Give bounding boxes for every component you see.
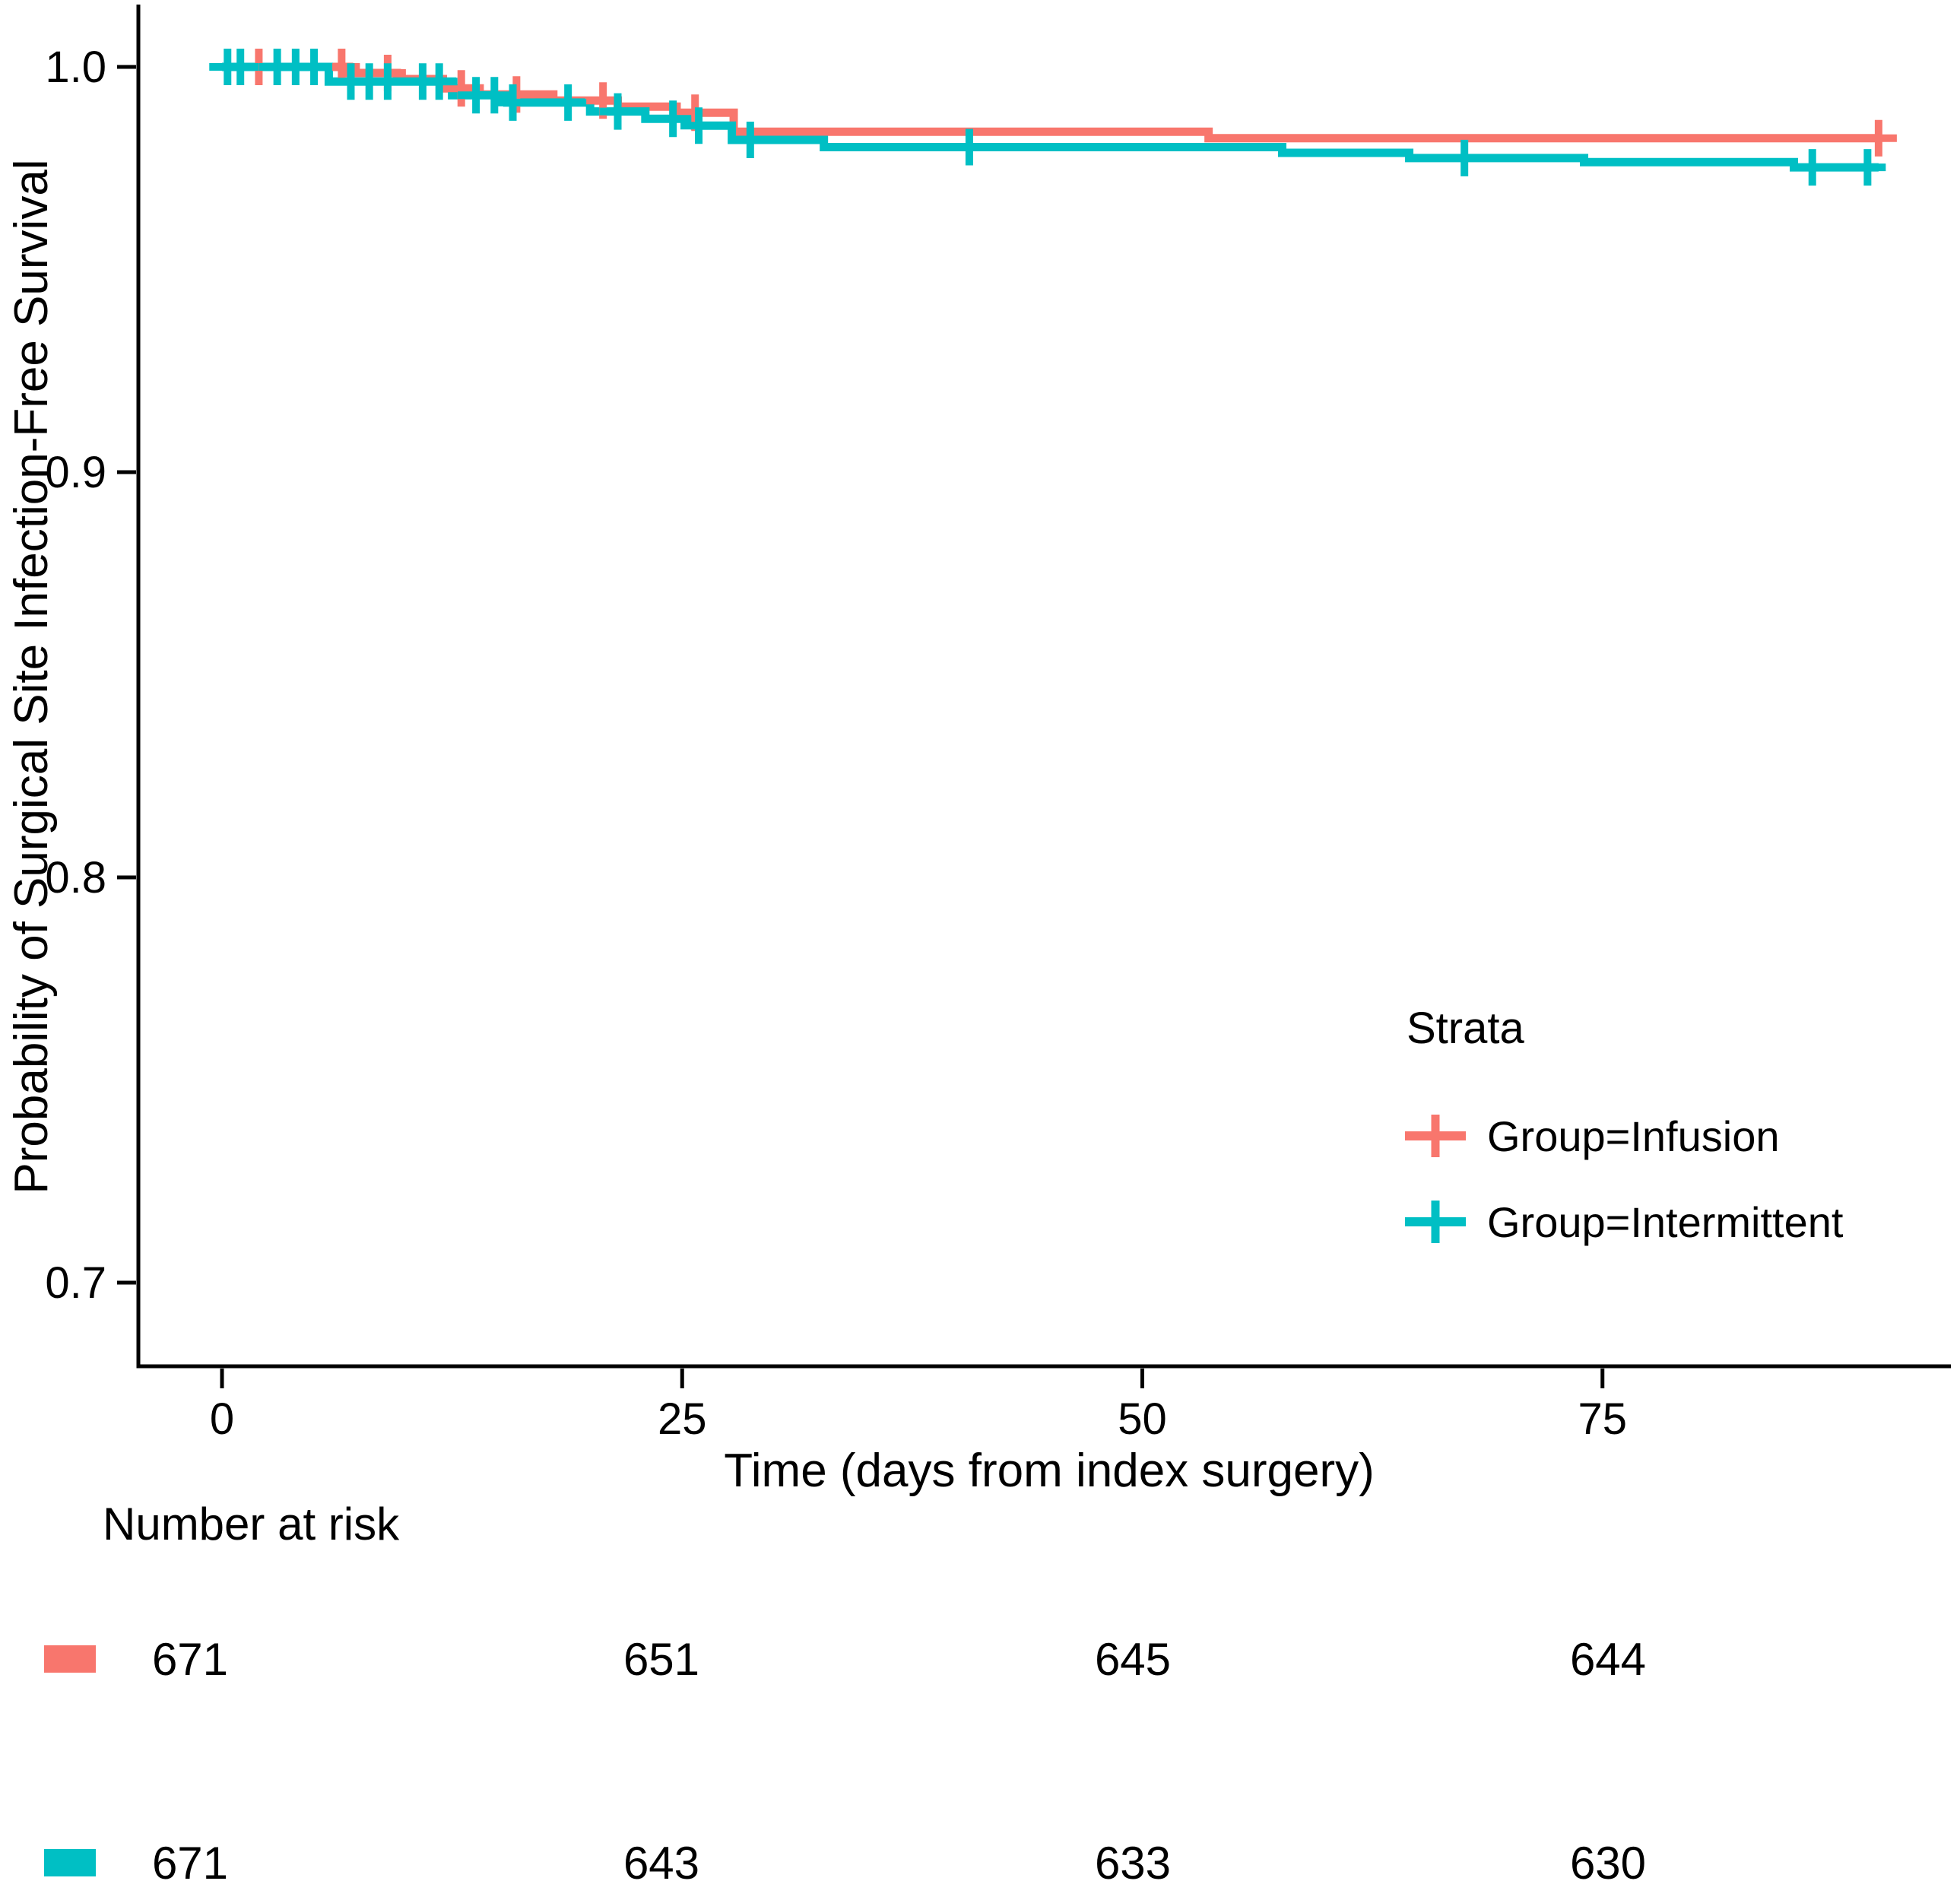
censor-mark-intermittent [296,49,333,85]
legend-title: Strata [1407,1004,1524,1053]
risk-row-infusion: 671 651 645 644 [44,1634,1646,1685]
risk-count: 643 [623,1838,699,1881]
risk-count: 633 [1095,1838,1171,1881]
x-tick-label: 0 [210,1394,234,1444]
risk-count: 644 [1570,1634,1646,1685]
y-tick-label: 0.8 [45,853,106,902]
risk-table-rows: 671 651 645 644 671 643 633 630 [44,1634,1646,1881]
censor-mark-intermittent [476,77,513,114]
risk-count: 671 [152,1838,228,1881]
censor-mark-intermittent [950,128,988,166]
y-tick-label: 1.0 [45,43,106,92]
censor-mark-intermittent [680,107,718,144]
censor-mark-intermittent [655,100,692,138]
censor-mark-intermittent [550,84,587,121]
risk-count: 645 [1095,1634,1171,1685]
legend-item-label: Group=Infusion [1487,1112,1779,1160]
censor-mark-intermittent [420,63,458,100]
censor-mark-intermittent [1446,139,1483,176]
censor-mark-intermittent [1793,149,1831,186]
censor-mark-intermittent [1849,149,1886,186]
survival-curve-intermittent [222,62,1879,172]
risk-count: 671 [152,1634,228,1685]
risk-row-color-swatch [44,1849,96,1876]
censor-mark-intermittent [731,121,769,158]
legend-item-intermittent: Group=Intermittent [1405,1198,1844,1246]
censor-mark-intermittent [369,63,406,100]
risk-count: 630 [1570,1838,1646,1881]
y-axis-title: Probability of Surgical Site Infection-F… [5,159,58,1194]
survival-curve-infusion [222,62,1879,143]
survival-curves [222,62,1879,172]
legend: Strata Group=Infusion Group=Intermittent [1405,1004,1844,1246]
censor-marks [209,49,1897,186]
x-tick-label: 50 [1118,1394,1167,1444]
risk-table-heading: Number at risk [103,1499,400,1550]
x-tick-label: 75 [1578,1394,1627,1444]
x-tick-label: 25 [658,1394,707,1444]
y-tick-label: 0.9 [45,448,106,497]
y-axis-ticks: 1.0 0.9 0.8 0.7 [45,43,136,1308]
legend-item-label: Group=Intermittent [1487,1198,1844,1246]
x-axis-ticks: 0 25 50 75 [210,1369,1627,1444]
censor-mark-intermittent [494,84,531,121]
legend-item-infusion: Group=Infusion [1405,1112,1779,1160]
y-tick-label: 0.7 [45,1258,106,1308]
censor-mark-intermittent [599,93,636,130]
risk-table: Number at risk 671 651 645 644 671 643 633 630 [44,1499,1646,1881]
x-axis-title: Time (days from index surgery) [724,1445,1375,1497]
risk-count: 651 [623,1634,699,1685]
censor-mark-intermittent [222,49,259,85]
legend-items: Group=Infusion Group=Intermittent [1405,1112,1844,1246]
censor-mark-infusion [1860,119,1897,157]
risk-row-intermittent: 671 643 633 630 [44,1838,1646,1881]
risk-row-color-swatch [44,1645,96,1673]
